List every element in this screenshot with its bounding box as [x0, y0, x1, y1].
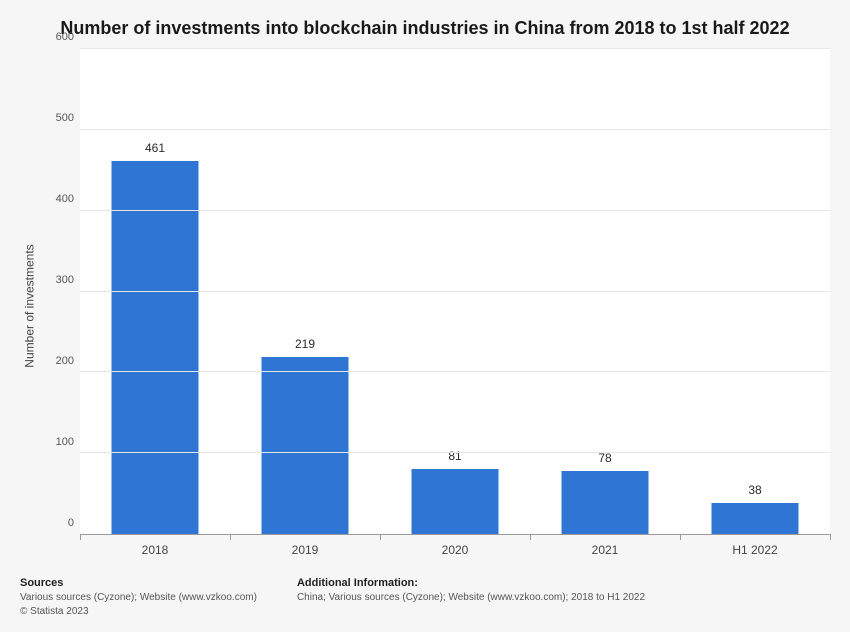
bar-slot: 461: [80, 49, 230, 534]
x-category-label: 2021: [530, 535, 680, 563]
y-tick-label: 0: [68, 517, 74, 529]
chart-area: Number of investments 010020030040050060…: [20, 49, 830, 563]
y-tick-label: 400: [56, 193, 74, 205]
y-axis: 0100200300400500600: [40, 49, 80, 563]
x-tick-mark: [830, 534, 831, 540]
grid-line: [80, 291, 830, 292]
footer-info-text: China; Various sources (Cyzone); Website…: [297, 591, 645, 605]
bar-slot: 38: [680, 49, 830, 534]
x-category-label: H1 2022: [680, 535, 830, 563]
grid-line: [80, 371, 830, 372]
bar: [112, 161, 199, 534]
grid-line: [80, 452, 830, 453]
bar-slot: 219: [230, 49, 380, 534]
footer-sources: Sources Various sources (Cyzone); Websit…: [20, 577, 257, 618]
bar-value-label: 461: [145, 141, 165, 155]
chart-container: Number of investments into blockchain in…: [0, 0, 850, 632]
plot-area: 461 219 81 78 38: [80, 49, 830, 535]
grid-line: [80, 48, 830, 49]
bar-value-label: 219: [295, 337, 315, 351]
footer-copyright: © Statista 2023: [20, 605, 257, 619]
bar: [412, 469, 499, 534]
x-category-label: 2018: [80, 535, 230, 563]
x-category-label: 2019: [230, 535, 380, 563]
bar-slot: 78: [530, 49, 680, 534]
y-tick-label: 200: [56, 355, 74, 367]
y-tick-label: 500: [56, 112, 74, 124]
bar: [562, 471, 649, 534]
grid-line: [80, 129, 830, 130]
footer-info: Additional Information: China; Various s…: [297, 577, 645, 618]
x-tick-mark: [80, 534, 81, 540]
plot-column: 461 219 81 78 38 2018201920202021H1 2022: [80, 49, 830, 563]
x-tick-mark: [680, 534, 681, 540]
y-axis-title: Number of investments: [20, 49, 40, 563]
bar: [712, 503, 799, 534]
grid-line: [80, 210, 830, 211]
bar: [262, 357, 349, 534]
footer: Sources Various sources (Cyzone); Websit…: [20, 563, 830, 618]
bars-layer: 461 219 81 78 38: [80, 49, 830, 534]
y-tick-label: 100: [56, 436, 74, 448]
footer-info-head: Additional Information:: [297, 577, 645, 589]
x-tick-mark: [530, 534, 531, 540]
bar-value-label: 81: [448, 449, 461, 463]
chart-title: Number of investments into blockchain in…: [20, 18, 830, 39]
x-axis: 2018201920202021H1 2022: [80, 535, 830, 563]
footer-sources-text: Various sources (Cyzone); Website (www.v…: [20, 591, 257, 605]
y-axis-title-text: Number of investments: [23, 244, 37, 367]
x-tick-mark: [230, 534, 231, 540]
footer-sources-head: Sources: [20, 577, 257, 589]
y-tick-label: 600: [56, 31, 74, 43]
y-tick-label: 300: [56, 274, 74, 286]
bar-slot: 81: [380, 49, 530, 534]
x-category-label: 2020: [380, 535, 530, 563]
x-tick-mark: [380, 534, 381, 540]
bar-value-label: 38: [748, 483, 761, 497]
